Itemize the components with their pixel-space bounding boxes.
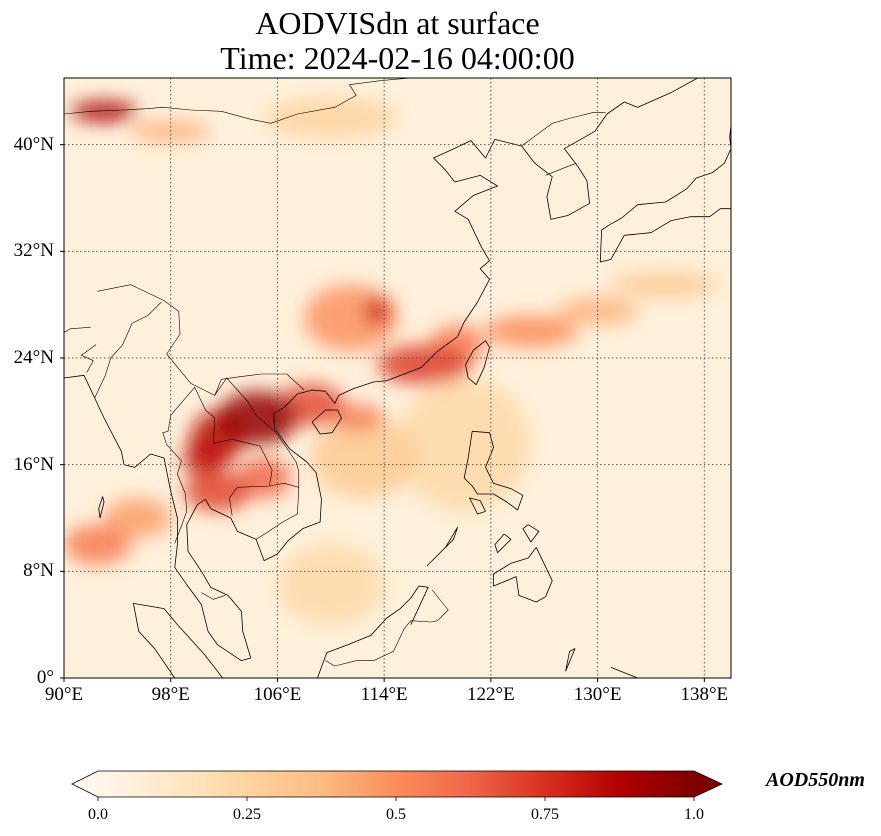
y-tick-label: 0°: [36, 667, 54, 688]
aod-plume: [104, 498, 171, 538]
country-border: [545, 163, 577, 176]
x-tick-label: 98°E: [151, 684, 190, 705]
country-border: [162, 415, 188, 544]
coastline: [98, 496, 105, 519]
colorbar-label: AOD550nm: [766, 769, 865, 791]
aod-plume: [184, 471, 251, 512]
coastline: [522, 524, 540, 543]
colorbar-max-extend: [694, 771, 722, 797]
map-time-subtitle: Time: 2024-02-16 04:00:00: [220, 40, 575, 76]
colorbar-tick-label: 0.5: [386, 806, 406, 823]
aod-field: [64, 78, 731, 678]
y-tick-label: 32°N: [13, 240, 54, 262]
coastline: [465, 340, 490, 385]
aod-plume: [64, 524, 131, 565]
x-tick-label: 130°E: [573, 684, 622, 705]
country-border: [201, 592, 226, 600]
coastline: [311, 409, 342, 435]
coastline: [132, 603, 176, 678]
map-title: AODVISdn at surface: [255, 5, 540, 41]
colorbar-tick-label: 0.25: [233, 806, 261, 823]
coastline: [133, 602, 224, 678]
coastline: [64, 78, 698, 662]
colorbar-tick-label: 1.0: [684, 806, 704, 823]
y-tick-label: 8°N: [23, 560, 54, 582]
country-border: [521, 112, 606, 147]
coastline: [317, 585, 429, 678]
coastline: [493, 547, 553, 603]
coastline: [469, 497, 486, 515]
x-tick-label: 106°E: [253, 684, 302, 705]
country-border: [81, 344, 97, 373]
colorbar-tick-label: 0.0: [88, 806, 108, 823]
aod-plume: [397, 378, 531, 512]
x-tick-label: 90°E: [44, 684, 84, 705]
country-border: [430, 589, 449, 623]
aod-plume: [610, 271, 718, 298]
aod-plume: [264, 98, 398, 138]
coastline: [426, 526, 458, 567]
x-tick-label: 114°E: [360, 684, 408, 705]
aod-plume: [364, 298, 391, 325]
colorbar-gradient: [98, 771, 694, 797]
x-tick-label: 138°E: [680, 684, 729, 705]
aod-plume: [70, 100, 138, 123]
y-tick-label: 40°N: [13, 133, 54, 155]
coastline: [610, 666, 651, 678]
colorbar-min-extend: [72, 771, 98, 797]
y-tick-label: 16°N: [13, 453, 54, 475]
country-border: [97, 284, 305, 396]
aod-plume: [237, 458, 291, 498]
gridlines: [64, 78, 731, 678]
coastline: [494, 533, 512, 554]
country-border: [325, 620, 431, 667]
aod-plume: [330, 404, 385, 432]
country-border: [170, 387, 273, 516]
aod-plume: [484, 315, 578, 348]
aod-plume: [217, 391, 298, 445]
aod-plume: [277, 544, 385, 625]
colorbar-tick-label: 0.75: [531, 806, 559, 823]
coastline: [565, 648, 576, 672]
colorbar: [71, 770, 723, 801]
x-tick-label: 122°E: [467, 684, 515, 705]
country-border: [94, 301, 162, 399]
country-border: [255, 483, 300, 540]
y-tick-label: 24°N: [13, 347, 54, 368]
map-frame: [63, 77, 732, 679]
country-border: [64, 78, 411, 124]
country-border: [214, 377, 300, 488]
aod-plume: [310, 418, 418, 498]
aod-plumes: [64, 98, 718, 625]
